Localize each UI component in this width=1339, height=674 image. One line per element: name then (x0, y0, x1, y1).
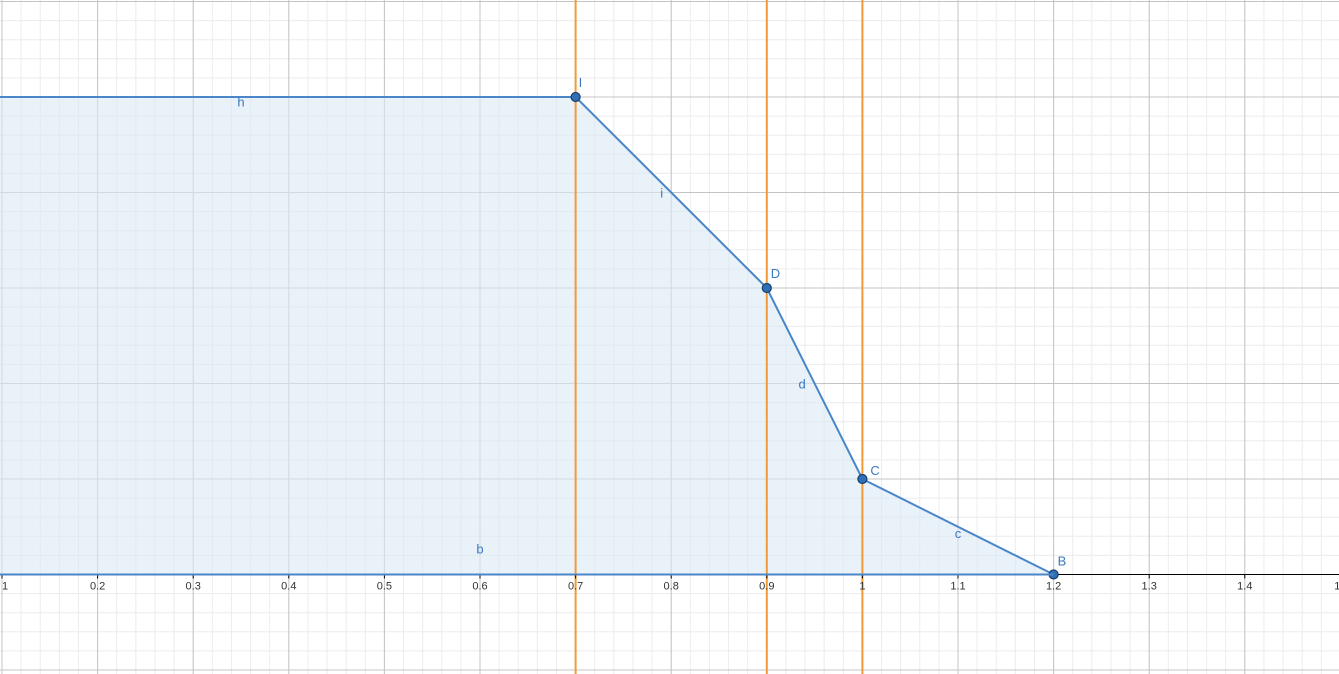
x-tick-label: 0.8 (664, 581, 679, 593)
points: I D C B (570, 75, 1067, 580)
segment-label-d: d (799, 376, 806, 391)
segment-label-b: b (476, 541, 483, 556)
point-label-C: C (870, 463, 879, 478)
x-tick-label: 0.5 (377, 581, 392, 593)
x-tick-label: 1.1 (950, 581, 965, 593)
polygon-region[interactable] (0, 96, 1055, 576)
point-I[interactable] (570, 91, 581, 103)
segment-label-i: i (660, 185, 663, 200)
x-tick-label: 0.2 (90, 581, 105, 593)
x-tick-label: 0.9 (759, 581, 774, 593)
point-label-I: I (579, 75, 583, 90)
segment-label-c: c (955, 526, 962, 541)
segment-label-h: h (237, 95, 244, 110)
point-label-B: B (1058, 554, 1067, 569)
x-tick-label: 0.6 (472, 581, 487, 593)
x-tick-label: 1 (859, 581, 865, 593)
x-tick-label: 0.4 (281, 581, 296, 593)
x-tick-label: 0.7 (568, 581, 583, 593)
x-tick-label: 0.3 (186, 581, 201, 593)
x-tick-label: 1 (2, 581, 8, 593)
segment-labels: h i d c b (237, 95, 961, 557)
vertical-lines (574, 0, 864, 674)
x-axis-ticks: 1 0.2 0.3 0.4 0.5 0.6 0.7 0.8 0.9 1 1.1 1.2 1.3 1.4 1 (1, 574, 1339, 593)
x-tick-label: 1.4 (1237, 581, 1252, 593)
point-D[interactable] (761, 282, 772, 294)
x-tick-label: 1 (1334, 581, 1339, 593)
point-label-D: D (771, 266, 780, 281)
x-tick-label: 1.3 (1142, 581, 1157, 593)
x-tick-label: 1.2 (1046, 581, 1061, 593)
point-C[interactable] (857, 473, 868, 485)
